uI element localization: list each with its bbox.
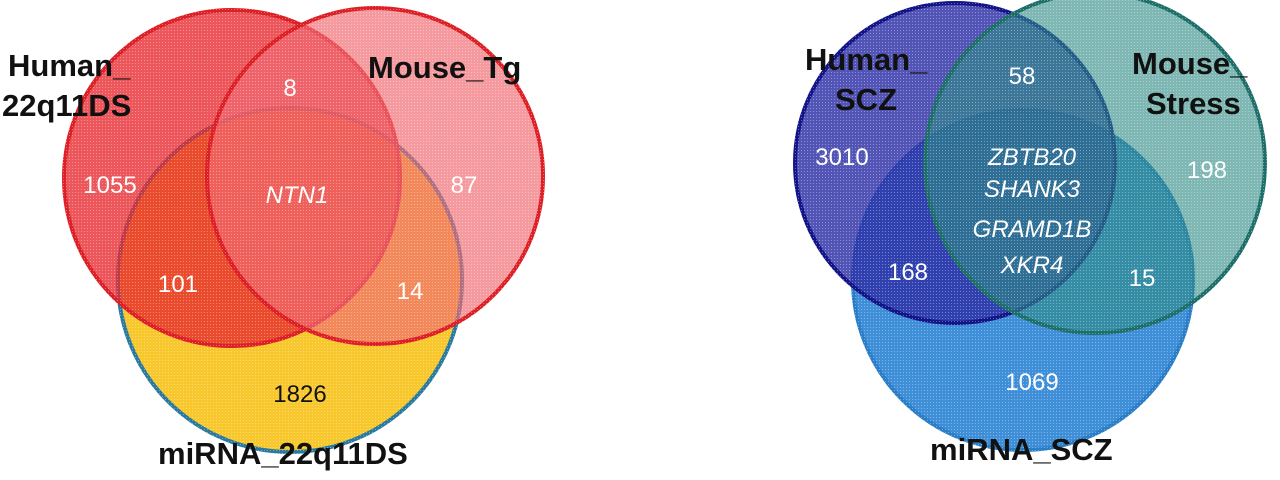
left-all-three-gene: NTN1 xyxy=(266,182,329,209)
left-mouse-set-label: Mouse_Tg xyxy=(368,50,521,85)
right-human-set-label-line2: SCZ xyxy=(835,82,897,117)
left-human-mirna-count: 101 xyxy=(158,271,198,298)
right-human-set-label-line1: Human_ xyxy=(805,42,928,77)
left-human-set-label-line1: Human_ xyxy=(8,48,131,83)
left-human-mouse-count: 8 xyxy=(283,75,296,102)
left-mouse-mirna-count: 14 xyxy=(397,278,424,305)
right-mirna-set-label: miRNA_SCZ xyxy=(930,432,1113,467)
right-all-three-gene-1: ZBTB20 xyxy=(987,144,1077,171)
left-human-only-count: 1055 xyxy=(83,172,136,199)
right-venn-diagram: Human_ SCZ Mouse_ Stress miRNA_SCZ 58 30… xyxy=(640,0,1280,480)
right-human-only-count: 3010 xyxy=(815,144,868,171)
right-mouse-mirna-count: 15 xyxy=(1129,265,1156,292)
left-venn-diagram: Human_ 22q11DS Mouse_Tg miRNA_22q11DS 8 … xyxy=(0,0,640,480)
left-mouse-only-count: 87 xyxy=(451,172,478,199)
right-mouse-set-label-line1: Mouse_ xyxy=(1132,46,1248,81)
left-human-set-label-line2: 22q11DS xyxy=(2,88,131,123)
right-all-three-gene-3: GRAMD1B xyxy=(973,216,1092,243)
right-human-mirna-count: 168 xyxy=(888,259,928,286)
left-mirna-only-count: 1826 xyxy=(273,381,326,408)
right-mouse-set-label-line2: Stress xyxy=(1146,86,1241,121)
left-mirna-set-label: miRNA_22q11DS xyxy=(158,436,408,471)
right-all-three-gene-4: XKR4 xyxy=(1000,252,1064,279)
right-mouse-only-count: 198 xyxy=(1187,157,1227,184)
right-human-mouse-count: 58 xyxy=(1009,63,1036,90)
right-mirna-only-count: 1069 xyxy=(1005,369,1058,396)
right-all-three-gene-2: SHANK3 xyxy=(984,176,1081,203)
